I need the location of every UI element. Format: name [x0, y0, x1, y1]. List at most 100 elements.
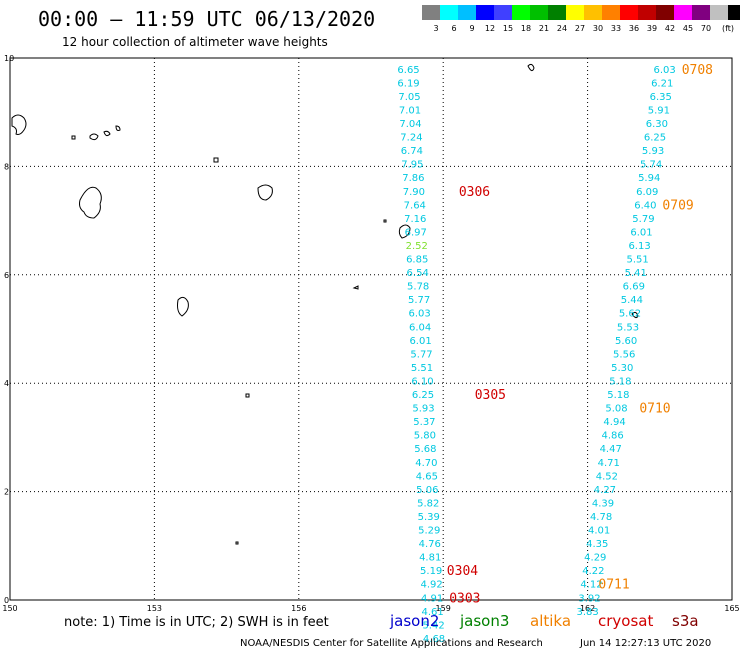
swh-value: 5.44 [621, 295, 643, 306]
swh-value: 6.97 [405, 227, 427, 238]
swh-value: 4.76 [419, 539, 441, 550]
swh-value: 5.56 [613, 349, 635, 360]
legend-label: 42 [665, 24, 675, 33]
island-oroluk [177, 296, 189, 317]
swh-value: 4.52 [596, 471, 618, 482]
legend-label: 3 [433, 24, 438, 33]
legend-label: 6 [451, 24, 456, 33]
island-small-6 [257, 184, 273, 201]
island-small-3 [103, 130, 111, 137]
legend-label: 15 [503, 24, 513, 33]
swh-value: 5.08 [605, 404, 627, 415]
y-tick-label: 6 [4, 271, 9, 280]
swh-value: 7.24 [400, 133, 422, 144]
map-frame [9, 57, 733, 601]
swh-value: 5.60 [615, 336, 637, 347]
island-small-7 [383, 219, 387, 223]
altimeter-tracks: 6.65 6.19 7.05 7.01 7.04 7.24 6.74 7.95 7.86 7.90… [397, 65, 675, 645]
island-small-4 [115, 125, 121, 131]
footer-credit: NOAA/NESDIS Center for Satellite Applica… [240, 638, 543, 649]
legend-swatch [584, 5, 602, 20]
swh-value: 6.04 [409, 322, 431, 333]
legend-label: 30 [593, 24, 603, 33]
swh-value: 5.53 [617, 322, 639, 333]
swh-value: 5.79 [632, 214, 654, 225]
swh-value: 6.85 [406, 255, 428, 266]
legend-swatch [476, 5, 494, 20]
legend-label: 45 [683, 24, 693, 33]
legend-swatch [620, 5, 638, 20]
swh-value: 4.29 [584, 553, 606, 564]
legend-label: 18 [521, 24, 531, 33]
satellite-legend: jason2 jason3 altika cryosat s3a [389, 612, 699, 630]
legend-label: 39 [647, 24, 657, 33]
swh-value: 7.05 [398, 92, 420, 103]
swh-value: 6.25 [644, 133, 666, 144]
swh-value: 4.81 [419, 553, 441, 564]
swh-value: 5.93 [412, 404, 434, 415]
island-small-8 [527, 63, 535, 72]
swh-value: 7.95 [401, 160, 423, 171]
swh-value: 5.42 [422, 620, 444, 631]
legend-swatch [512, 5, 530, 20]
swh-value: 6.25 [412, 390, 434, 401]
legend-swatch [530, 5, 548, 20]
legend-label: 36 [629, 24, 639, 33]
legend-swatch [656, 5, 674, 20]
swh-value: 5.41 [625, 268, 647, 279]
swh-value: 4.94 [603, 417, 625, 428]
swh-value: 5.51 [627, 255, 649, 266]
x-tick-label: 159 [436, 604, 451, 613]
swh-value: 4.01 [588, 526, 610, 537]
pass-label: 0305 [475, 388, 506, 403]
swh-value: 7.01 [399, 105, 421, 116]
swh-value: 4.92 [421, 580, 443, 591]
footer-timestamp: Jun 14 12:27:13 UTC 2020 [579, 638, 711, 649]
swh-value: 4.27 [594, 485, 616, 496]
legend-swatch [674, 5, 692, 20]
pass-label: 0306 [459, 185, 490, 200]
island-small-10 [245, 393, 250, 398]
footer-note: note: 1) Time is in UTC; 2) SWH is in fe… [64, 615, 329, 630]
swh-value: 5.77 [410, 349, 432, 360]
swh-value: 3.83 [576, 607, 598, 618]
legend-label: (ft) [722, 24, 734, 33]
y-tick-label: 2 [4, 488, 9, 497]
swh-value: 7.90 [403, 187, 425, 198]
swh-value: 6.21 [651, 78, 673, 89]
swh-value: 4.78 [590, 512, 612, 523]
swh-value: 6.09 [636, 187, 658, 198]
x-tick-label: 150 [2, 604, 17, 613]
pass-label: 0708 [682, 63, 713, 78]
map-subtitle: 12 hour collection of altimeter wave hei… [62, 35, 328, 49]
swh-value: 6.03 [408, 309, 430, 320]
swh-value: 7.16 [404, 214, 426, 225]
swh-value: 7.86 [402, 173, 424, 184]
legend-label: 33 [611, 24, 621, 33]
swh-value: 5.94 [638, 173, 660, 184]
pass-label: 0709 [662, 198, 693, 213]
island-small-2 [89, 133, 99, 141]
legend-label: 24 [557, 24, 567, 33]
swh-value: 5.68 [414, 444, 436, 455]
legend-swatch [494, 5, 512, 20]
swh-value: 5.80 [414, 431, 436, 442]
legend-label: 9 [469, 24, 474, 33]
y-tick-label: 0 [4, 596, 9, 605]
y-tick-label: 8 [4, 162, 9, 171]
swh-value: 5.39 [418, 512, 440, 523]
satellite-name: s3a [672, 612, 699, 630]
legend-swatch [710, 5, 728, 20]
swh-value: 5.06 [416, 485, 438, 496]
y-tick-label: 10 [4, 54, 14, 63]
swh-value: 5.18 [607, 390, 629, 401]
legend-swatch [638, 5, 656, 20]
swh-value: 6.01 [409, 336, 431, 347]
swh-value: 6.10 [411, 376, 433, 387]
legend-swatch [602, 5, 620, 20]
island-pohnpei [398, 224, 411, 239]
swh-value: 6.69 [623, 282, 645, 293]
swh-value: 4.71 [598, 458, 620, 469]
swh-value: 6.54 [407, 268, 429, 279]
